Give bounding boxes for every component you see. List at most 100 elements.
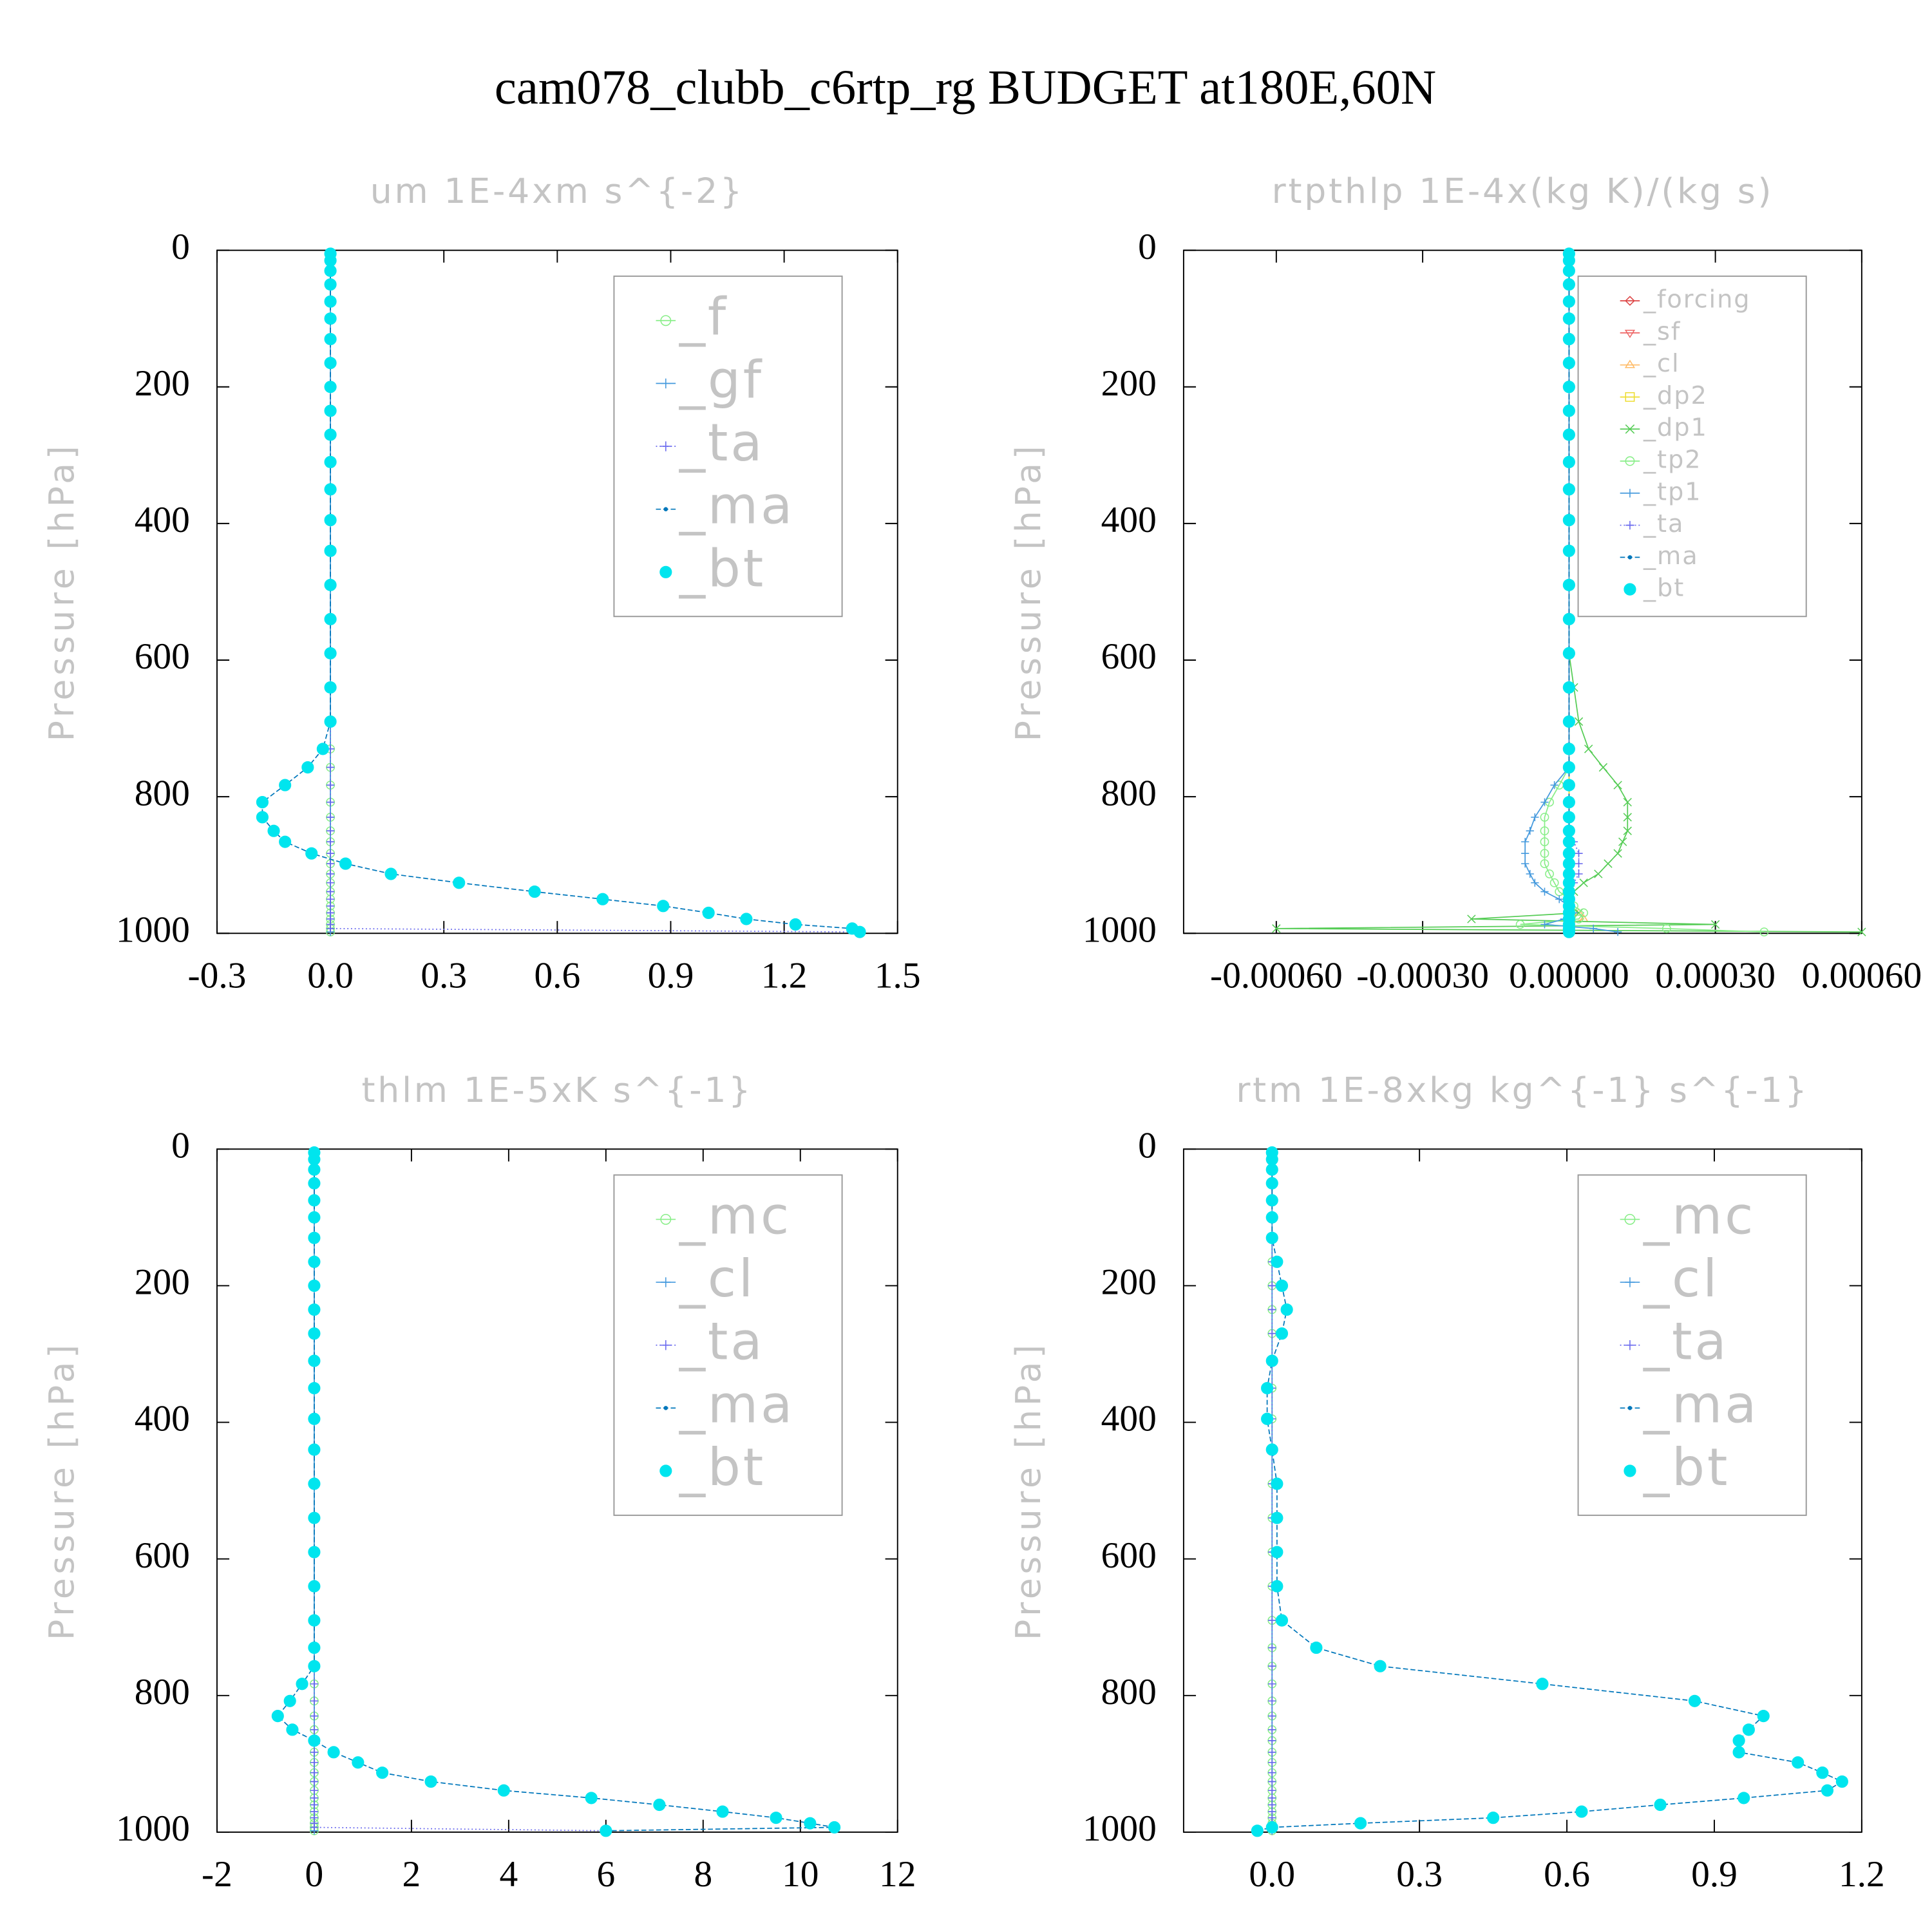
data-point: [1562, 925, 1575, 938]
data-point: [308, 1194, 321, 1207]
data-point: [1604, 859, 1613, 868]
legend-label: _dp2: [1643, 381, 1708, 410]
data-point: [596, 893, 609, 905]
data-point: [1857, 927, 1866, 936]
data-point: [326, 827, 335, 835]
data-point: [1540, 920, 1549, 929]
data-point: [1267, 1679, 1277, 1689]
x-tick-label: -0.3: [187, 955, 246, 996]
data-point: [1562, 455, 1575, 469]
data-point: [1268, 1712, 1276, 1720]
legend-marker: [1625, 456, 1635, 466]
legend-label: _bt: [1643, 1437, 1730, 1497]
data-point: [1265, 1177, 1278, 1189]
data-point: [1268, 1748, 1276, 1756]
data-point: [1613, 849, 1622, 858]
data-point: [1265, 1354, 1278, 1367]
data-point: [1267, 1736, 1277, 1745]
legend-marker: [660, 315, 672, 327]
data-point: [308, 1660, 321, 1672]
data-point: [1562, 715, 1575, 728]
data-point: [528, 886, 541, 898]
y-tick-label: 200: [135, 1262, 190, 1303]
legend-marker: [1624, 583, 1636, 596]
data-point: [1562, 264, 1575, 278]
data-point: [326, 762, 335, 772]
legend-label: _ta: [679, 412, 764, 473]
legend-label: _ma: [1643, 542, 1699, 571]
y-tick-label: 0: [1138, 1125, 1157, 1166]
legend-marker: [1624, 330, 1636, 339]
legend-marker: [1627, 1406, 1633, 1410]
data-point: [1268, 1725, 1276, 1734]
data-point: [324, 428, 337, 441]
data-point: [308, 1255, 321, 1268]
data-point: [1562, 483, 1575, 496]
data-point: [326, 813, 335, 822]
data-point: [1271, 1580, 1283, 1593]
x-tick-label: 2: [402, 1854, 421, 1895]
data-point: [1550, 781, 1558, 790]
y-axis-label: Pressure [hPa]: [1008, 1341, 1048, 1640]
x-tick-label: 1.5: [875, 955, 921, 996]
data-point: [283, 1694, 296, 1707]
legend-marker: [1624, 1214, 1636, 1225]
x-tick-label: 12: [879, 1854, 916, 1895]
legend-marker: [661, 441, 671, 451]
legend-label: _f: [679, 287, 728, 347]
data-point: [310, 1697, 319, 1705]
data-point: [1562, 332, 1575, 346]
data-point: [1267, 1643, 1277, 1653]
x-tick-label: 0.00030: [1655, 955, 1776, 996]
legend-marker: [663, 507, 668, 511]
data-point: [1268, 1329, 1276, 1338]
legend-marker: [661, 1340, 671, 1350]
data-point: [1265, 1443, 1278, 1456]
data-point: [1540, 837, 1549, 847]
x-tick-label: 10: [782, 1854, 819, 1895]
data-point: [326, 878, 335, 887]
data-point: [1821, 1784, 1834, 1797]
y-tick-label: 600: [135, 1535, 190, 1576]
data-point: [1623, 826, 1632, 835]
data-point: [1526, 869, 1534, 878]
y-axis-label: Pressure [hPa]: [41, 442, 82, 742]
y-tick-label: 200: [1101, 363, 1157, 404]
data-point: [1545, 797, 1554, 807]
data-point: [324, 715, 337, 728]
data-point: [1589, 924, 1598, 933]
data-point: [1738, 1792, 1750, 1804]
data-point: [1467, 914, 1476, 923]
data-point: [308, 1477, 321, 1490]
data-point: [1354, 1817, 1367, 1830]
data-point: [1562, 578, 1575, 591]
legend-label: _bt: [1643, 574, 1685, 603]
data-point: [308, 1354, 321, 1367]
data-point: [1613, 928, 1622, 936]
data-point: [326, 924, 335, 933]
data-point: [1549, 878, 1559, 887]
data-point: [310, 1794, 319, 1803]
data-point: [1562, 357, 1575, 370]
y-tick-label: 800: [1101, 773, 1157, 813]
data-point: [1574, 914, 1584, 923]
data-point: [1575, 859, 1583, 868]
y-tick-label: 0: [171, 1125, 190, 1166]
figure-title: cam078_clubb_c6rtp_rg BUDGET at180E,60N: [495, 60, 1436, 115]
data-point: [308, 1153, 321, 1166]
data-point: [326, 797, 335, 807]
data-point: [1688, 1694, 1701, 1707]
legend-label: _dp1: [1643, 413, 1708, 442]
x-tick-label: 0.00000: [1509, 955, 1629, 996]
legend-marker: [1625, 1340, 1635, 1350]
y-tick-label: 1000: [1083, 909, 1157, 950]
data-point: [770, 1812, 782, 1824]
legend-marker: [1627, 555, 1633, 560]
data-point: [326, 826, 335, 836]
data-point: [1623, 813, 1632, 822]
data-point: [310, 1777, 319, 1786]
data-point: [376, 1766, 389, 1779]
legend-marker: [660, 1214, 672, 1225]
data-point: [308, 1546, 321, 1558]
